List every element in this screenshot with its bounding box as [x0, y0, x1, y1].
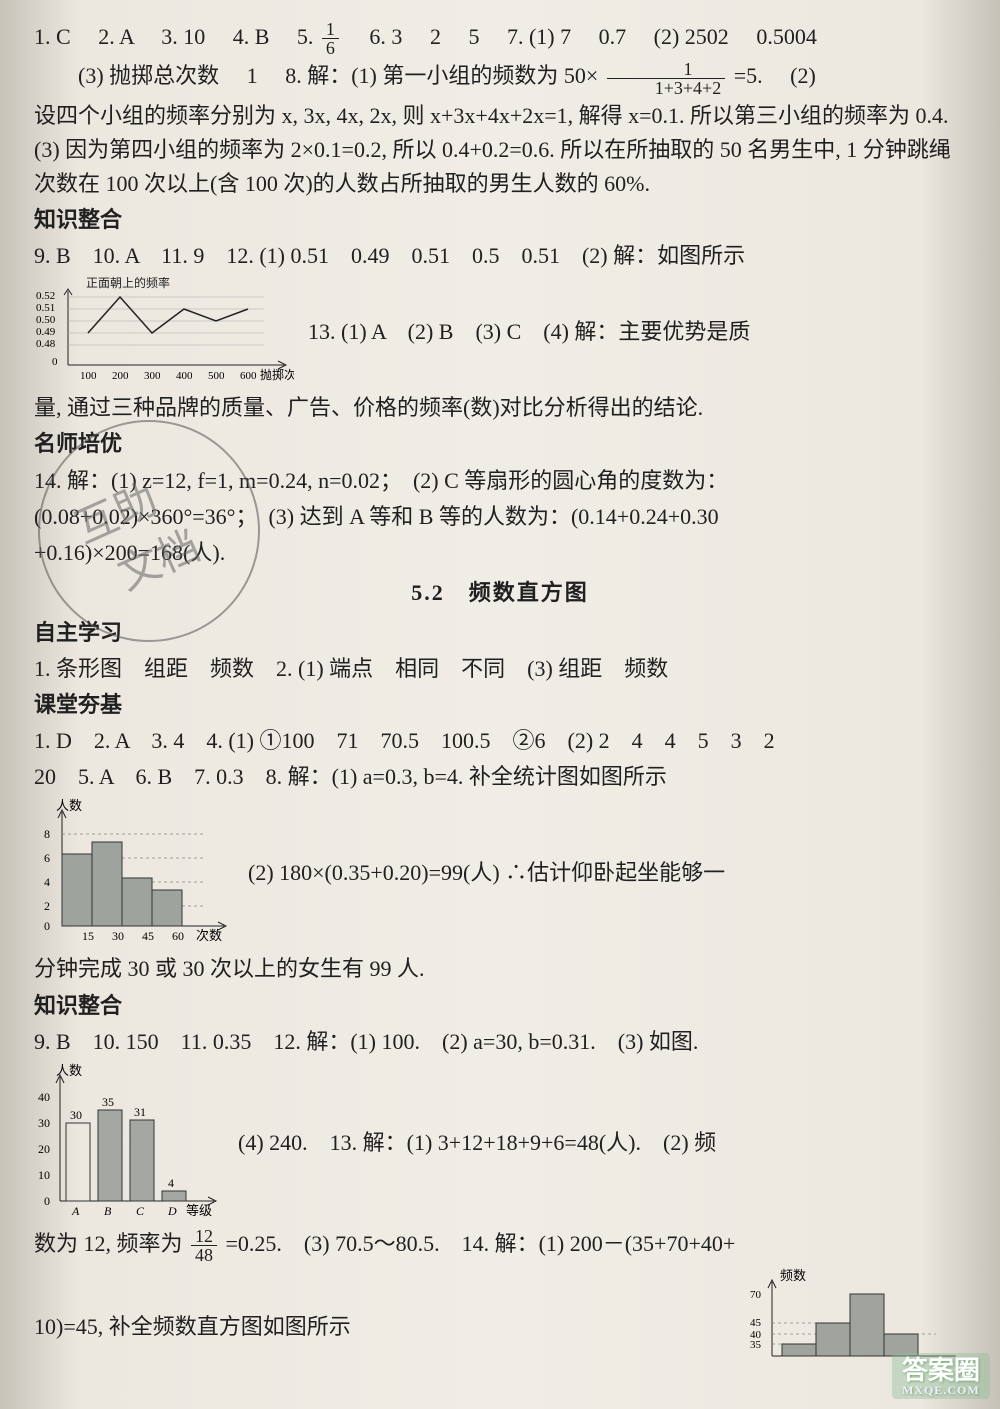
svg-text:0.49: 0.49 — [36, 326, 56, 338]
histogram-1: 人数 8 6 4 2 0 15 30 — [34, 798, 234, 948]
svg-text:31: 31 — [134, 1105, 146, 1119]
ans: 1. C — [34, 24, 71, 49]
svg-text:4: 4 — [168, 1176, 174, 1190]
svg-text:正面朝上的频率: 正面朝上的频率 — [86, 277, 170, 290]
kt4: 分钟完成 30 或 30 次以上的女生有 99 人. — [34, 952, 966, 986]
svg-text:0: 0 — [52, 356, 58, 368]
ans: 5. — [297, 24, 314, 49]
svg-text:100: 100 — [80, 370, 97, 382]
zs3: 数为 12, 频率为 12 48 =0.25. (3) 70.5～80.5. 1… — [34, 1227, 966, 1264]
svg-text:35: 35 — [102, 1095, 114, 1109]
svg-text:0.51: 0.51 — [36, 302, 55, 314]
ans: 7. (1) 7 — [507, 24, 571, 49]
kt1: 1. D 2. A 3. 4 4. (1) ①100 71 70.5 100.5… — [34, 724, 966, 758]
ans: 5 — [468, 24, 479, 49]
svg-text:300: 300 — [144, 370, 161, 382]
ans: 4. B — [233, 24, 270, 49]
histogram-2: 人数 40 30 20 10 0 30 35 31 4 A B — [34, 1063, 224, 1223]
svg-text:等级: 等级 — [186, 1203, 212, 1218]
svg-text:0.48: 0.48 — [36, 338, 56, 350]
para-3: 设四个小组的频率分别为 x, 3x, 4x, 2x, 则 x+3x+4x+2x=… — [34, 99, 966, 201]
svg-text:0: 0 — [44, 919, 50, 933]
svg-text:600: 600 — [240, 370, 257, 382]
svg-text:200: 200 — [112, 370, 129, 382]
svg-text:A: A — [71, 1204, 80, 1218]
svg-text:70: 70 — [750, 1289, 762, 1301]
svg-text:C: C — [136, 1204, 145, 1218]
ans: 0.5004 — [756, 24, 817, 49]
svg-text:0: 0 — [44, 1194, 50, 1208]
stamp-icon: 互助 文档 — [24, 406, 274, 656]
svg-text:35: 35 — [750, 1339, 762, 1351]
svg-text:B: B — [104, 1204, 112, 1218]
svg-text:频数: 频数 — [780, 1268, 806, 1283]
line-9: 9. B 10. A 11. 9 12. (1) 0.51 0.49 0.51 … — [34, 239, 966, 273]
kt3: (2) 180×(0.35+0.20)=99(人) ∴估计仰卧起坐能够一 — [248, 856, 966, 890]
svg-text:15: 15 — [82, 929, 94, 943]
svg-text:30: 30 — [70, 1108, 82, 1122]
fraction: 1 6 — [322, 20, 339, 57]
heading-knowledge: 知识整合 — [34, 203, 966, 237]
svg-text:6: 6 — [44, 851, 50, 865]
zs1: 9. B 10. 150 11. 0.35 12. 解：(1) 100. (2)… — [34, 1025, 966, 1059]
svg-text:次数: 次数 — [196, 928, 222, 943]
fraction: 12 48 — [191, 1227, 217, 1264]
ans: (2) 2502 — [654, 24, 729, 49]
svg-text:0.50: 0.50 — [36, 314, 56, 326]
ans: 2. A — [98, 24, 133, 49]
line-chart-frequency: 正面朝上的频率 0.52 0.51 0.50 0.49 0.48 0 — [34, 277, 294, 387]
svg-text:人数: 人数 — [56, 798, 82, 813]
svg-text:60: 60 — [172, 929, 184, 943]
svg-text:4: 4 — [44, 875, 50, 889]
logo-badge: 答案圈 MXQE.COM — [892, 1353, 990, 1399]
svg-text:2: 2 — [44, 899, 50, 913]
answer-line-2: (3) 抛掷总次数 1 8. 解：(1) 第一小组的频数为 50× 1 1+3+… — [34, 59, 966, 96]
ans: 3. 10 — [161, 24, 205, 49]
svg-text:20: 20 — [38, 1142, 50, 1156]
svg-text:0.52: 0.52 — [36, 290, 55, 302]
line-13: 13. (1) A (2) B (3) C (4) 解：主要优势是质 — [308, 315, 966, 349]
zs2: (4) 240. 13. 解：(1) 3+12+18+9+6=48(人). (2… — [238, 1126, 966, 1160]
ans: 6. 3 — [369, 24, 402, 49]
svg-text:500: 500 — [208, 370, 225, 382]
svg-text:40: 40 — [38, 1090, 50, 1104]
svg-text:D: D — [167, 1204, 177, 1218]
histogram-3: 频数 70 45 40 35 — [736, 1268, 966, 1363]
svg-text:10: 10 — [38, 1168, 50, 1182]
zx1: 1. 条形图 组距 频数 2. (1) 端点 相同 不同 (3) 组距 频数 — [34, 652, 966, 686]
svg-text:抛掷次数: 抛掷次数 — [260, 367, 294, 382]
zs4: 10)=45, 补全频数直方图如图所示 — [34, 1270, 722, 1344]
svg-text:400: 400 — [176, 370, 193, 382]
svg-text:8: 8 — [44, 827, 50, 841]
svg-text:45: 45 — [750, 1317, 762, 1329]
answer-line-1: 1. C 2. A 3. 10 4. B 5. 1 6 6. 3 2 5 7. … — [34, 20, 966, 57]
svg-text:30: 30 — [38, 1116, 50, 1130]
ans: 0.7 — [599, 24, 627, 49]
svg-text:30: 30 — [112, 929, 124, 943]
ans: 2 — [430, 24, 441, 49]
heading-class: 课堂夯基 — [34, 688, 966, 722]
fraction: 1 1+3+4+2 — [607, 60, 725, 97]
heading-knowledge2: 知识整合 — [34, 989, 966, 1023]
kt2: 20 5. A 6. B 7. 0.3 8. 解：(1) a=0.3, b=4.… — [34, 760, 966, 794]
svg-text:45: 45 — [142, 929, 154, 943]
